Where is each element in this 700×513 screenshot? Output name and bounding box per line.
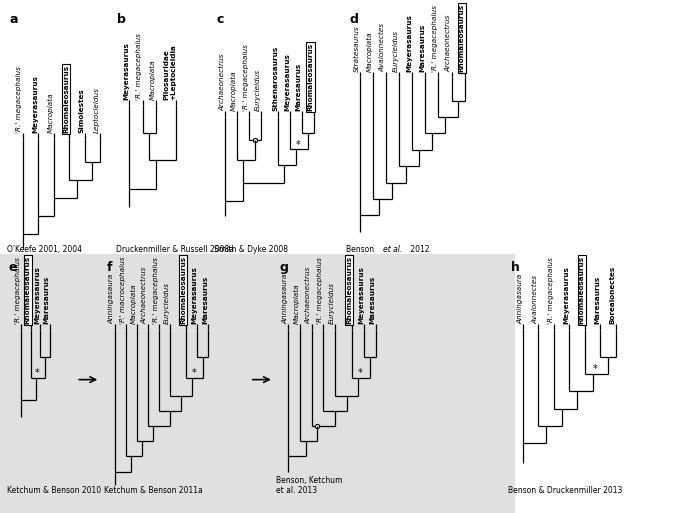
Text: Macroplata: Macroplata: [294, 284, 300, 324]
Text: Anningasaura: Anningasaura: [282, 274, 288, 324]
Text: Benson, Ketchum
et al. 2013: Benson, Ketchum et al. 2013: [276, 476, 343, 495]
Text: *: *: [593, 364, 598, 373]
Text: 'R.' megacephalus: 'R.' megacephalus: [243, 44, 248, 111]
Text: Meyerasaurus: Meyerasaurus: [358, 266, 364, 324]
Text: Maresaurus: Maresaurus: [419, 24, 426, 72]
Text: Anningasaura: Anningasaura: [517, 274, 523, 324]
Text: 'R.' megacephalus: 'R.' megacephalus: [15, 257, 21, 324]
Text: Rhomaleosaurus: Rhomaleosaurus: [307, 43, 314, 111]
Text: 'R.' megacephalus: 'R.' megacephalus: [317, 257, 323, 324]
Text: et al.: et al.: [383, 245, 402, 254]
Text: Rhomaleosaurus: Rhomaleosaurus: [579, 256, 584, 324]
Text: Meyerasaurus: Meyerasaurus: [406, 14, 412, 72]
Text: Eurycleidus: Eurycleidus: [329, 282, 335, 324]
Text: Rhomaleosaurus: Rhomaleosaurus: [181, 256, 186, 324]
Text: 'R.' megacephalus: 'R.' megacephalus: [433, 5, 438, 72]
Text: Simolestes: Simolestes: [78, 89, 85, 133]
Text: a: a: [9, 13, 18, 26]
Text: *: *: [295, 140, 300, 150]
Text: Maresaurus: Maresaurus: [594, 276, 601, 324]
Text: Macroplata: Macroplata: [48, 93, 53, 133]
Text: 'R.' megacephalus: 'R.' megacephalus: [136, 33, 143, 100]
Text: 'R.' megacephalus: 'R.' megacephalus: [17, 67, 22, 133]
Text: *: *: [192, 368, 197, 378]
Text: Avalonnectes: Avalonnectes: [533, 275, 538, 324]
Text: Archaeonectrus: Archaeonectrus: [142, 267, 148, 324]
Text: g: g: [279, 262, 288, 274]
Text: Meyerasaurus: Meyerasaurus: [284, 53, 290, 111]
Text: Archaeonectrus: Archaeonectrus: [219, 54, 225, 111]
Text: *: *: [358, 368, 363, 378]
Text: Benson: Benson: [346, 245, 377, 254]
Text: Leptocleidus: Leptocleidus: [94, 88, 100, 133]
Text: Rhomaleosaurus: Rhomaleosaurus: [346, 256, 352, 324]
Text: Benson & Druckenmiller 2013: Benson & Druckenmiller 2013: [508, 486, 622, 495]
Text: Maresaurus: Maresaurus: [370, 276, 376, 324]
Text: Avalonnectes: Avalonnectes: [380, 23, 386, 72]
Text: 'P.' macrocephalus: 'P.' macrocephalus: [120, 256, 126, 324]
Text: Macroplata: Macroplata: [367, 31, 372, 72]
Text: Pliosauridae
+Leptocleidia: Pliosauridae +Leptocleidia: [163, 44, 176, 100]
Text: Stratesaurus: Stratesaurus: [354, 25, 360, 72]
Text: Macroplata: Macroplata: [131, 284, 136, 324]
Text: e: e: [8, 262, 17, 274]
Text: b: b: [118, 13, 126, 26]
Text: Meyerasaurus: Meyerasaurus: [191, 266, 197, 324]
Text: Maresaurus: Maresaurus: [296, 63, 302, 111]
Text: Macroplata: Macroplata: [150, 59, 156, 100]
Text: Druckenmiller & Russell 2008a: Druckenmiller & Russell 2008a: [116, 245, 234, 254]
Text: 'R.' megacephalus: 'R.' megacephalus: [548, 257, 554, 324]
Text: Meyerasaurus: Meyerasaurus: [564, 266, 569, 324]
Text: Ketchum & Benson 2010: Ketchum & Benson 2010: [7, 486, 101, 495]
Text: Anningasaura: Anningasaura: [108, 274, 115, 324]
Text: 2012: 2012: [408, 245, 429, 254]
Text: Meyerasaurus: Meyerasaurus: [123, 42, 129, 100]
Text: Eurycleidus: Eurycleidus: [164, 282, 170, 324]
Text: d: d: [349, 13, 358, 26]
Text: Rhomaleosaurus: Rhomaleosaurus: [25, 256, 31, 324]
Text: Maresaurus: Maresaurus: [202, 276, 209, 324]
Text: Borealonectes: Borealonectes: [610, 266, 616, 324]
Text: Eurycleidus: Eurycleidus: [255, 69, 260, 111]
Text: Ketchum & Benson 2011a: Ketchum & Benson 2011a: [104, 486, 202, 495]
Text: Rhomaleosaurus: Rhomaleosaurus: [458, 4, 465, 72]
Text: Maresaurus: Maresaurus: [43, 276, 50, 324]
Text: h: h: [511, 262, 520, 274]
Text: c: c: [216, 13, 223, 26]
Text: Meyerasaurus: Meyerasaurus: [32, 75, 38, 133]
Text: Meyerasaurus: Meyerasaurus: [34, 266, 41, 324]
Text: Eurycleidus: Eurycleidus: [393, 30, 399, 72]
Text: Sthenarosaurus: Sthenarosaurus: [272, 46, 279, 111]
Text: Macroplata: Macroplata: [231, 70, 237, 111]
Text: f: f: [106, 262, 112, 274]
Text: O'Keefe 2001, 2004: O'Keefe 2001, 2004: [7, 245, 82, 254]
Text: Smith & Dyke 2008: Smith & Dyke 2008: [214, 245, 288, 254]
Text: *: *: [35, 368, 40, 378]
Text: Archaeonectrus: Archaeonectrus: [305, 267, 312, 324]
Text: Rhomaleosaurus: Rhomaleosaurus: [63, 65, 69, 133]
Text: 'R.' megacephalus: 'R.' megacephalus: [153, 257, 159, 324]
Text: Archaeonectrus: Archaeonectrus: [445, 14, 452, 72]
